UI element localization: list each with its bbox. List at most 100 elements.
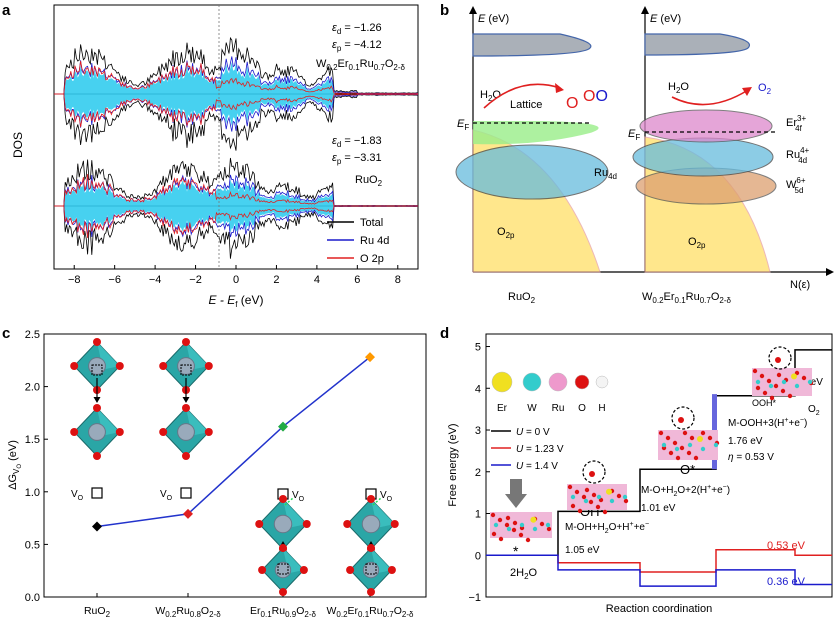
dos-axis-label: DOS: [11, 132, 25, 158]
slab-o: [525, 537, 531, 543]
c-category-label: Er0.1Ru0.9O2-δ: [250, 605, 316, 617]
slab-o: [787, 393, 793, 399]
o-atom: [93, 338, 101, 346]
atom-legend-label: Ru: [552, 403, 565, 414]
panel-label-a: a: [2, 2, 11, 19]
u123-label: U = 1.23 V: [516, 444, 564, 455]
o-atom: [70, 428, 79, 436]
bond-line: [284, 497, 294, 506]
panel-c-frame: [43, 333, 427, 598]
slab-o: [591, 492, 597, 498]
slab-o: [801, 375, 807, 381]
ru4d-label: Ru4+ 4d: [786, 146, 810, 165]
a-xticks: −8 −6 −4 −2 0 2 4 6 8: [68, 265, 401, 286]
c-ytick-label: 0.5: [25, 539, 40, 551]
slab-o: [762, 390, 768, 396]
slab-o: [504, 522, 510, 528]
slab-o: [672, 440, 678, 446]
c-category-label: RuO2: [84, 605, 111, 617]
slab-o: [491, 531, 497, 537]
u14-label: U = 1.4 V: [516, 461, 558, 472]
a-xtick-label: −6: [108, 274, 121, 286]
slab-o: [766, 378, 772, 384]
b-right-axis-label: E (eV): [650, 13, 681, 25]
vacancy-label: VO: [380, 490, 393, 503]
d-step-ooh: OOH*: [752, 398, 777, 408]
ru-atom: [361, 514, 381, 534]
left-green-band: [473, 121, 599, 145]
w5d-label: W6+ 5d: [786, 176, 806, 195]
adsorbate-circle: [768, 346, 792, 370]
o-atom: [299, 566, 308, 574]
slab-w: [674, 446, 680, 452]
vacancy-label: VO: [160, 489, 173, 502]
top-ep-value: εp = −4.12: [332, 39, 382, 53]
c-series-line: [96, 356, 371, 528]
slab-o: [539, 521, 545, 527]
slab-w: [519, 522, 525, 528]
c-ylabel: ΔGVO (eV): [7, 440, 23, 490]
d-annot-1-value: 1.05 eV: [565, 545, 600, 556]
d-ytick-label: 0: [475, 550, 481, 562]
slab-o: [700, 430, 706, 436]
o-atom: [255, 520, 264, 528]
panel-c: c ΔGVO (eV) 0.0 0.5 1.0 1.5 2.0 2.5 RuO2 W0.2R…: [2, 325, 427, 617]
slab-o: [581, 494, 587, 500]
slab-o: [570, 503, 576, 509]
o-atom: [279, 544, 287, 552]
o-atom: [159, 428, 168, 436]
slab-o: [588, 499, 594, 505]
c-plot: [92, 352, 375, 532]
dashed-box: [365, 563, 377, 575]
legend-ru: Ru 4d: [360, 235, 389, 247]
er4f-label: Er3+ 4f: [786, 114, 806, 133]
slab-w: [545, 522, 551, 528]
a-xtick-label: −8: [68, 274, 81, 286]
adsorbate-circle: [582, 460, 606, 484]
o-atom: [204, 362, 213, 370]
dos-o-up: [54, 60, 418, 95]
slab-o: [602, 509, 608, 515]
d-red-value: 0.53 eV: [767, 540, 806, 552]
slab-w: [807, 379, 813, 385]
d-ytick-label: 1: [475, 509, 481, 521]
bond-line: [372, 497, 382, 506]
d-h2o-label: 2H2O: [510, 567, 538, 581]
dos-o-down: [54, 205, 418, 239]
slab-w: [506, 526, 512, 532]
slab-w: [768, 383, 774, 389]
c-ytick-label: 0.0: [25, 592, 40, 604]
ru-atom: [88, 357, 106, 375]
o-atom: [367, 495, 375, 503]
dos-fill-up: [54, 179, 418, 206]
panel-label-d: d: [440, 325, 449, 342]
atom-legend-label: W: [527, 403, 537, 414]
atom-legend-label: O: [578, 403, 586, 414]
o-atom: [343, 520, 352, 528]
slab-w: [622, 494, 628, 500]
b-x-axis-label: N(ε): [790, 279, 810, 291]
slab-o: [679, 445, 685, 451]
slab-o: [689, 435, 695, 441]
ru-atom: [177, 423, 195, 441]
d-annot-3-eta: η = 0.53 V: [728, 452, 774, 463]
slab-o: [584, 487, 590, 493]
c-data-point: [183, 508, 193, 519]
energy-axis-label: E - Ef (eV): [209, 293, 264, 309]
slab-o: [616, 493, 622, 499]
slab-o: [707, 435, 713, 441]
o-atom: [115, 362, 124, 370]
slab-o: [773, 383, 779, 389]
bottom-ep-value: εp = −3.31: [332, 152, 382, 166]
a-xtick-label: 2: [273, 274, 279, 286]
c-octahedra: VO VO VO VO: [70, 338, 399, 596]
o-atom: [93, 404, 101, 412]
a-xtick-label: −2: [189, 274, 202, 286]
legend-o: O 2p: [360, 253, 384, 265]
slab-w: [661, 442, 667, 448]
b-dos-axis-arrow: [826, 268, 834, 276]
left-ru4d-label: Ru4d: [594, 167, 617, 181]
slab-o: [658, 430, 664, 436]
o-atom: [182, 452, 190, 460]
